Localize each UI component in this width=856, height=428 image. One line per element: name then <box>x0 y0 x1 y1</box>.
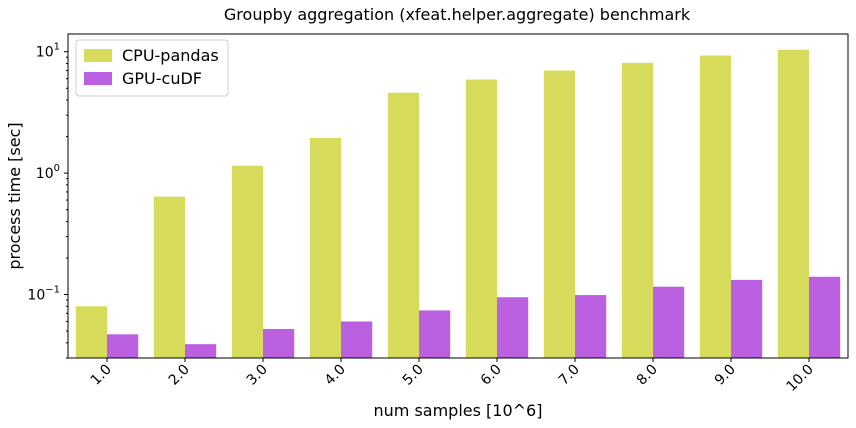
y-tick-label: 101 <box>36 42 60 61</box>
x-tick-label: 1.0 <box>88 362 115 389</box>
bar-cpu-pandas-1.0 <box>75 306 107 358</box>
x-tick-label: 2.0 <box>166 362 193 389</box>
y-axis-ticks: 10−1 100 101 <box>27 42 68 359</box>
x-tick-label: 5.0 <box>400 362 427 389</box>
x-tick-label: 4.0 <box>322 362 349 389</box>
bar-gpu-cudf-3.0 <box>263 329 295 358</box>
bar-gpu-cudf-8.0 <box>653 286 685 358</box>
bar-cpu-pandas-8.0 <box>621 62 653 358</box>
x-tick-label: 8.0 <box>634 362 661 389</box>
y-tick-label: 10−1 <box>27 285 60 304</box>
y-tick-label: 100 <box>36 163 60 182</box>
bar-cpu-pandas-7.0 <box>543 70 575 358</box>
legend-swatch-cpu-pandas <box>84 49 112 62</box>
bar-cpu-pandas-2.0 <box>153 196 185 358</box>
legend-swatch-gpu-cudf <box>84 72 112 85</box>
bar-gpu-cudf-10.0 <box>809 276 841 358</box>
chart-title: Groupby aggregation (xfeat.helper.aggreg… <box>224 5 691 24</box>
legend-label-cpu-pandas: CPU-pandas <box>122 46 219 65</box>
bar-gpu-cudf-9.0 <box>731 279 763 358</box>
plot-area-frame <box>67 33 849 359</box>
x-tick-label: 3.0 <box>244 362 271 389</box>
bar-gpu-cudf-5.0 <box>419 310 451 358</box>
x-tick-label: 7.0 <box>556 362 583 389</box>
bar-gpu-cudf-2.0 <box>185 344 217 358</box>
legend-box <box>75 39 229 97</box>
bars-group <box>75 49 841 359</box>
legend: CPU-pandas GPU-cuDF <box>75 39 229 97</box>
x-tick-label: 6.0 <box>478 362 505 389</box>
x-tick-label: 10.0 <box>783 362 816 395</box>
x-tick-label: 9.0 <box>712 362 739 389</box>
bar-cpu-pandas-3.0 <box>231 165 263 358</box>
legend-label-gpu-cudf: GPU-cuDF <box>122 69 202 88</box>
y-axis-label: process time [sec] <box>5 122 24 269</box>
x-axis-label: num samples [10^6] <box>374 401 543 420</box>
bar-cpu-pandas-5.0 <box>387 92 419 359</box>
bar-gpu-cudf-1.0 <box>107 334 139 358</box>
bar-gpu-cudf-6.0 <box>497 297 529 358</box>
bar-cpu-pandas-4.0 <box>309 137 341 358</box>
x-axis-ticks: 1.0 2.0 3.0 4.0 5.0 6.0 7.0 8.0 9.0 10.0 <box>88 358 817 395</box>
bar-cpu-pandas-10.0 <box>777 49 809 359</box>
bar-gpu-cudf-7.0 <box>575 295 607 358</box>
bar-cpu-pandas-6.0 <box>465 79 497 358</box>
bar-cpu-pandas-9.0 <box>699 55 731 359</box>
bar-gpu-cudf-4.0 <box>341 321 373 358</box>
